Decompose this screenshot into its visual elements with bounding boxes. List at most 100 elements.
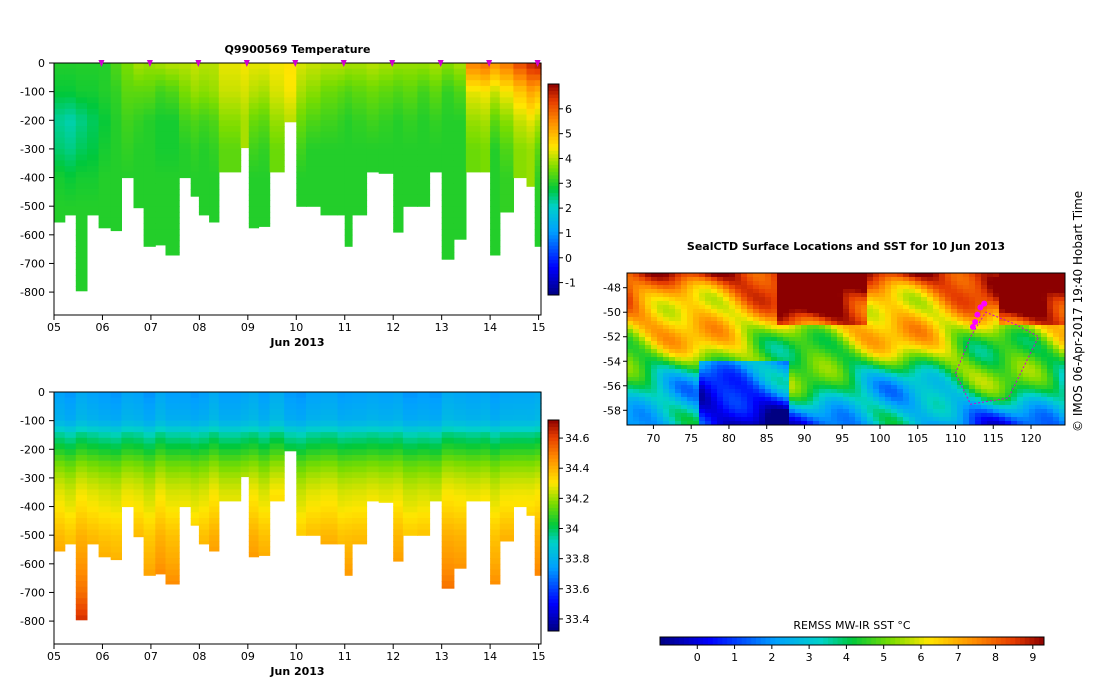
sst-cell bbox=[861, 405, 868, 410]
sst-cell bbox=[777, 289, 784, 294]
profile-cell bbox=[190, 91, 200, 98]
sst-cell bbox=[837, 381, 844, 386]
sst-cell bbox=[747, 337, 754, 342]
sst-cell bbox=[999, 313, 1006, 318]
sst-cell bbox=[759, 289, 766, 294]
profile-cell bbox=[75, 263, 88, 270]
sst-cell bbox=[639, 353, 646, 358]
sst-cell bbox=[993, 397, 1000, 402]
profile-cell bbox=[534, 512, 542, 519]
sst-cell bbox=[807, 365, 814, 370]
profile-cell bbox=[133, 518, 145, 525]
sst-cell bbox=[1059, 325, 1066, 330]
profile-cell bbox=[465, 426, 481, 433]
profile-cell bbox=[75, 603, 88, 611]
profile-cell bbox=[441, 563, 455, 571]
sst-cell bbox=[897, 329, 904, 334]
profile-cell bbox=[320, 403, 339, 410]
sst-cell bbox=[831, 341, 838, 346]
sst-cell bbox=[693, 341, 700, 346]
profile-cell bbox=[480, 85, 491, 93]
sst-cell bbox=[849, 329, 856, 334]
profile-cell bbox=[366, 80, 380, 87]
profile-marker bbox=[243, 60, 250, 67]
profile-cell bbox=[198, 523, 210, 530]
sst-cell bbox=[789, 313, 796, 318]
sst-cell bbox=[639, 381, 646, 386]
profile-cell bbox=[155, 535, 167, 542]
sst-cell bbox=[915, 357, 922, 362]
profile-cell bbox=[284, 437, 297, 445]
sst-cell bbox=[729, 393, 736, 398]
profile-cell bbox=[344, 437, 353, 445]
x-axis-label: Jun 2013 bbox=[269, 336, 324, 349]
profile-cell bbox=[296, 512, 307, 519]
sst-cell bbox=[837, 289, 844, 294]
sst-cell bbox=[663, 281, 670, 286]
sst-cell bbox=[945, 277, 952, 282]
sst-cell bbox=[741, 401, 748, 406]
sst-cell bbox=[927, 409, 934, 414]
profile-cell bbox=[417, 74, 431, 81]
sst-cell bbox=[639, 401, 646, 406]
sst-cell bbox=[741, 285, 748, 290]
profile-cell bbox=[320, 426, 339, 433]
profile-cell bbox=[320, 189, 339, 196]
profile-cell bbox=[98, 194, 112, 201]
sst-cell bbox=[723, 377, 730, 382]
sst-cell bbox=[909, 381, 916, 386]
sst-cell bbox=[639, 301, 646, 306]
profile-cell bbox=[75, 449, 88, 456]
sst-cell bbox=[825, 297, 832, 302]
profile-cell bbox=[209, 189, 220, 196]
sst-cell bbox=[1035, 277, 1042, 282]
profile-cell bbox=[258, 126, 271, 133]
profile-cell bbox=[64, 120, 77, 127]
sst-cell bbox=[825, 273, 832, 278]
sst-cell bbox=[825, 309, 832, 314]
profile-cell bbox=[54, 449, 66, 456]
profile-cell bbox=[54, 91, 66, 98]
sst-cell bbox=[945, 321, 952, 326]
sst-cell bbox=[759, 313, 766, 318]
profile-cell bbox=[269, 166, 285, 173]
sst-cell bbox=[975, 289, 982, 294]
sst-cell bbox=[873, 385, 880, 390]
sst-cell bbox=[723, 413, 730, 418]
sst-cell bbox=[1053, 397, 1060, 402]
profile-cell bbox=[209, 120, 220, 127]
sst-cell bbox=[801, 293, 808, 298]
sst-cell bbox=[717, 373, 724, 378]
profile-cell bbox=[417, 177, 431, 184]
sst-cell bbox=[867, 389, 874, 394]
sst-cell bbox=[681, 413, 688, 418]
sst-cell bbox=[1047, 289, 1054, 294]
sst-cell bbox=[825, 357, 832, 362]
sst-cell bbox=[855, 337, 862, 342]
sst-cell bbox=[627, 293, 634, 298]
sst-cell bbox=[729, 305, 736, 310]
sst-cell bbox=[1047, 325, 1054, 330]
sst-cell bbox=[1047, 293, 1054, 298]
profile-cell bbox=[64, 392, 77, 399]
sst-cell bbox=[927, 393, 934, 398]
sst-cell bbox=[717, 277, 724, 282]
sst-cell bbox=[957, 365, 964, 370]
profile-cell bbox=[320, 489, 339, 496]
sst-cell bbox=[813, 357, 820, 362]
sst-cell bbox=[927, 281, 934, 286]
profile-cell bbox=[218, 126, 242, 133]
profile-cell bbox=[98, 489, 112, 496]
sst-cell bbox=[819, 289, 826, 294]
sst-cell bbox=[921, 349, 928, 354]
sst-cell bbox=[669, 297, 676, 302]
profile-cell bbox=[490, 437, 501, 445]
sst-cell bbox=[825, 349, 832, 354]
profile-cell bbox=[465, 91, 481, 98]
sst-cell bbox=[915, 341, 922, 346]
sst-cell bbox=[699, 341, 706, 346]
sst-cell bbox=[753, 309, 760, 314]
sst-cell bbox=[921, 285, 928, 290]
sst-cell bbox=[1023, 401, 1030, 406]
sst-cell bbox=[993, 281, 1000, 286]
